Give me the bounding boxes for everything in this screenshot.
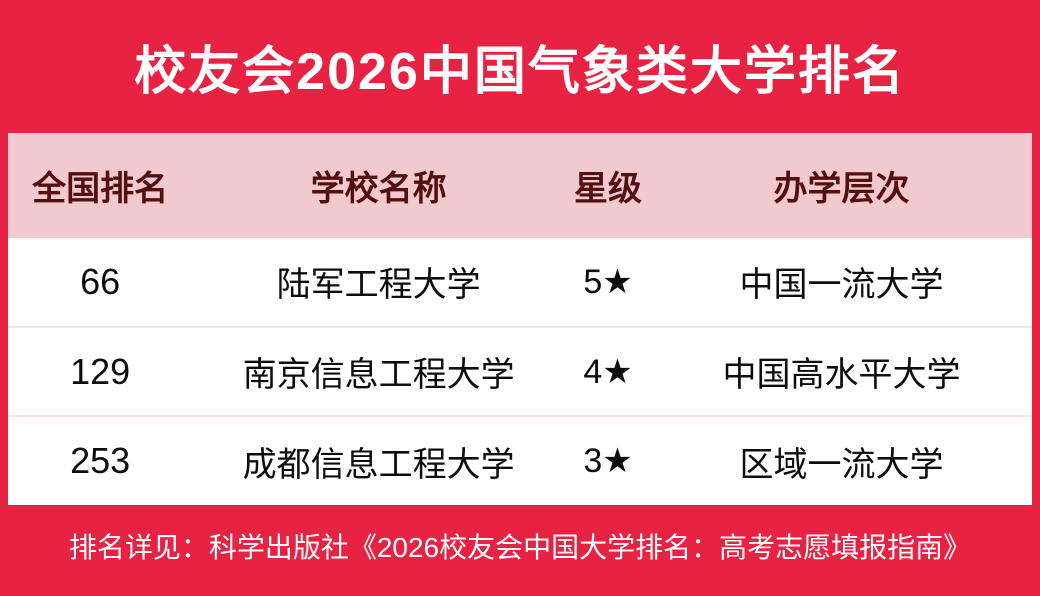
table-row: 253 成都信息工程大学 3★ 区域一流大学	[8, 415, 1032, 506]
cell-rank: 253	[70, 440, 131, 482]
cell-school-name: 成都信息工程大学	[242, 445, 515, 484]
cell-star-rating: 5★	[583, 262, 633, 301]
cell-school-name: 陆军工程大学	[276, 266, 481, 305]
cell-education-level: 区域一流大学	[739, 445, 944, 484]
cell-star-rating: 3★	[583, 442, 633, 481]
poster-title: 校友会2026中国气象类大学排名	[134, 43, 906, 101]
table-row: 66 陆军工程大学 5★ 中国一流大学	[8, 238, 1032, 326]
cell-education-level: 中国高水平大学	[722, 356, 961, 394]
table-row: 129 南京信息工程大学 4★ 中国高水平大学	[8, 325, 1032, 416]
ranking-table-card: 全国排名 学校名称 星级 办学层次 66 陆军工程大学 5★ 中国一流大学 12…	[8, 133, 1032, 506]
cell-education-level: 中国一流大学	[739, 266, 944, 305]
footer-band: 排名详见：科学出版社《2026校友会中国大学排名：高考志愿填报指南》	[0, 505, 1040, 596]
footer-note: 排名详见：科学出版社《2026校友会中国大学排名：高考志愿填报指南》	[68, 531, 972, 563]
cell-rank: 66	[80, 260, 121, 302]
title-band: 校友会2026中国气象类大学排名	[0, 0, 1040, 133]
cell-rank: 129	[70, 350, 131, 392]
table-header-row: 全国排名 学校名称 星级 办学层次	[8, 133, 1032, 238]
cell-star-rating: 4★	[583, 352, 633, 391]
header-cell-name: 学校名称	[310, 170, 447, 208]
header-cell-level: 办学层次	[773, 170, 910, 208]
header-cell-rank: 全国排名	[32, 170, 169, 208]
cell-school-name: 南京信息工程大学	[242, 356, 515, 394]
header-cell-stars: 星级	[574, 170, 643, 208]
